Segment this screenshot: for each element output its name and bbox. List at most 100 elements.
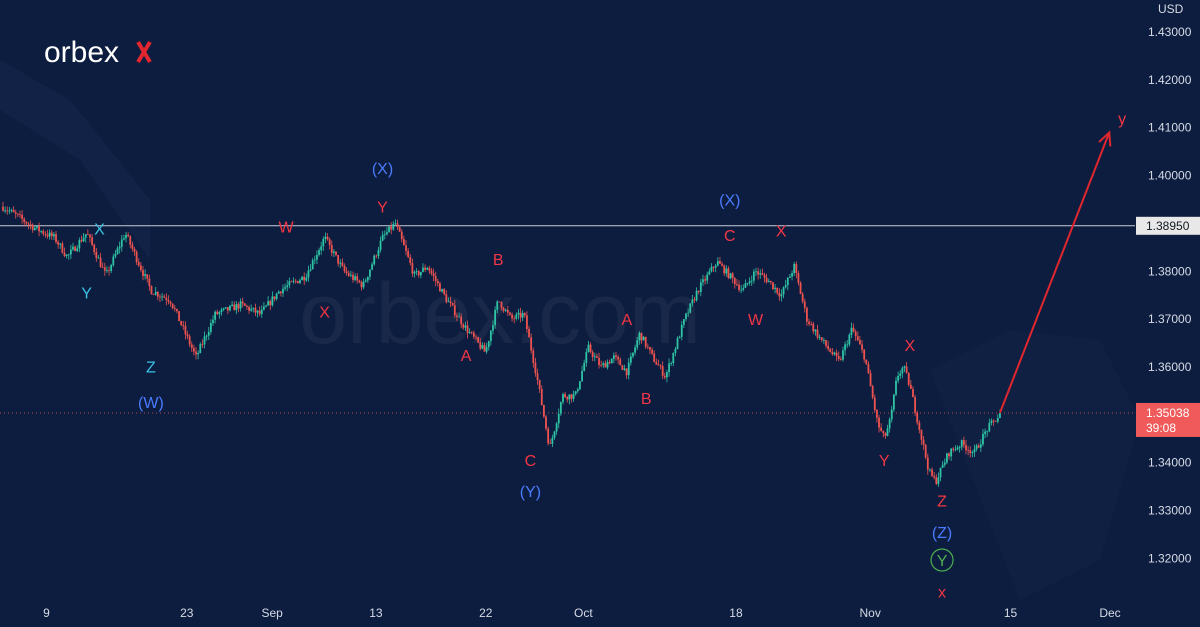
candle-body [279,291,282,294]
candle-body [409,256,412,264]
candle-body [116,248,119,254]
price-axis[interactable]: USD 1.430001.420001.410001.400001.380001… [1136,0,1200,598]
candle-body [176,309,178,312]
candle-body [723,265,726,274]
candle-body [411,263,414,274]
candle-body [532,350,535,363]
candle-body [869,373,872,387]
candle-body [106,270,108,272]
candle-body [646,346,649,348]
candle-body [954,449,957,451]
candle-body [576,389,579,392]
candle-body [663,375,666,378]
candle-body [12,209,15,213]
wave-label: Y [879,453,890,470]
candle-body [623,368,626,370]
candle-body [347,272,350,276]
candle-body [621,365,624,370]
candle-body [593,356,596,358]
candle-body [400,231,403,240]
candle-body [973,449,976,453]
candle-body [829,348,832,353]
candle-body [837,356,840,360]
candle-body [890,409,893,420]
candle-body [405,245,407,251]
candle-body [699,282,702,292]
candle-body [458,316,460,318]
candle-body [500,301,503,308]
candle-body [827,345,830,349]
time-axis[interactable]: 9 23 Sep 13 22 Oct 18 Nov 15 Dec [0,598,1200,627]
candle-body [528,328,530,338]
candle-body [139,265,142,270]
candle-body [617,356,620,360]
candle-body [129,236,132,245]
candle-body [186,334,189,337]
candle-body [167,300,170,302]
candle-body [731,273,734,279]
candle-body [948,453,950,457]
candle-body [489,330,492,342]
candle-body [842,350,844,360]
candle-body [426,268,429,270]
candle-body [131,244,134,249]
candle-body [267,301,270,306]
candle-body [971,452,974,454]
candle-body [36,225,38,228]
candle-body [559,402,562,414]
candle-body [729,273,732,279]
candle-body [148,278,151,287]
candle-body [419,271,422,276]
candle-body [443,289,446,295]
candle-body [740,289,743,291]
candle-body [456,315,458,317]
candle-body [135,251,138,263]
candle-body [905,366,908,373]
candle-body [23,218,26,222]
candle-body [589,344,592,353]
candle-body [536,373,539,380]
candle-body [180,321,183,326]
candle-body [615,355,617,357]
wave-label: Z [146,360,156,377]
candle-body [82,237,85,242]
candle-body [38,225,40,232]
candle-body [430,270,433,274]
candle-body [74,246,77,251]
candle-body [114,253,117,257]
projection-line [999,132,1111,414]
candle-body [534,362,537,374]
candle-body [275,293,278,299]
candle-body [924,444,927,458]
candle-body [714,265,717,268]
candle-body [596,356,598,358]
candle-body [982,433,984,445]
candle-body [929,469,931,471]
candle-body [21,214,23,219]
candle-body [992,420,995,422]
candle-body [207,331,210,336]
candle-body [649,347,651,350]
candle-body [335,251,337,256]
candle-body [903,366,906,368]
candle-body [738,284,740,290]
candle-body [171,303,174,308]
candle-body [716,261,719,266]
candle-body [205,335,208,337]
candle-body [606,362,609,368]
candle-body [895,380,897,395]
candle-body [721,263,723,266]
wave-labels: X Y Z (W) W X (X) Y B A C (Y) A B (X) C X W X Y Z (Z) Yx y [81,111,1126,602]
candle-body [262,306,265,310]
candle-body [99,257,102,268]
candle-body [526,315,528,329]
candle-body [460,316,463,325]
candle-body [352,274,354,280]
price-tick-label: 1.37000 [1148,312,1192,326]
candle-body [316,254,318,260]
candle-body [530,337,533,351]
candle-body [2,206,4,211]
candle-body [666,372,668,378]
candle-body [415,271,418,273]
